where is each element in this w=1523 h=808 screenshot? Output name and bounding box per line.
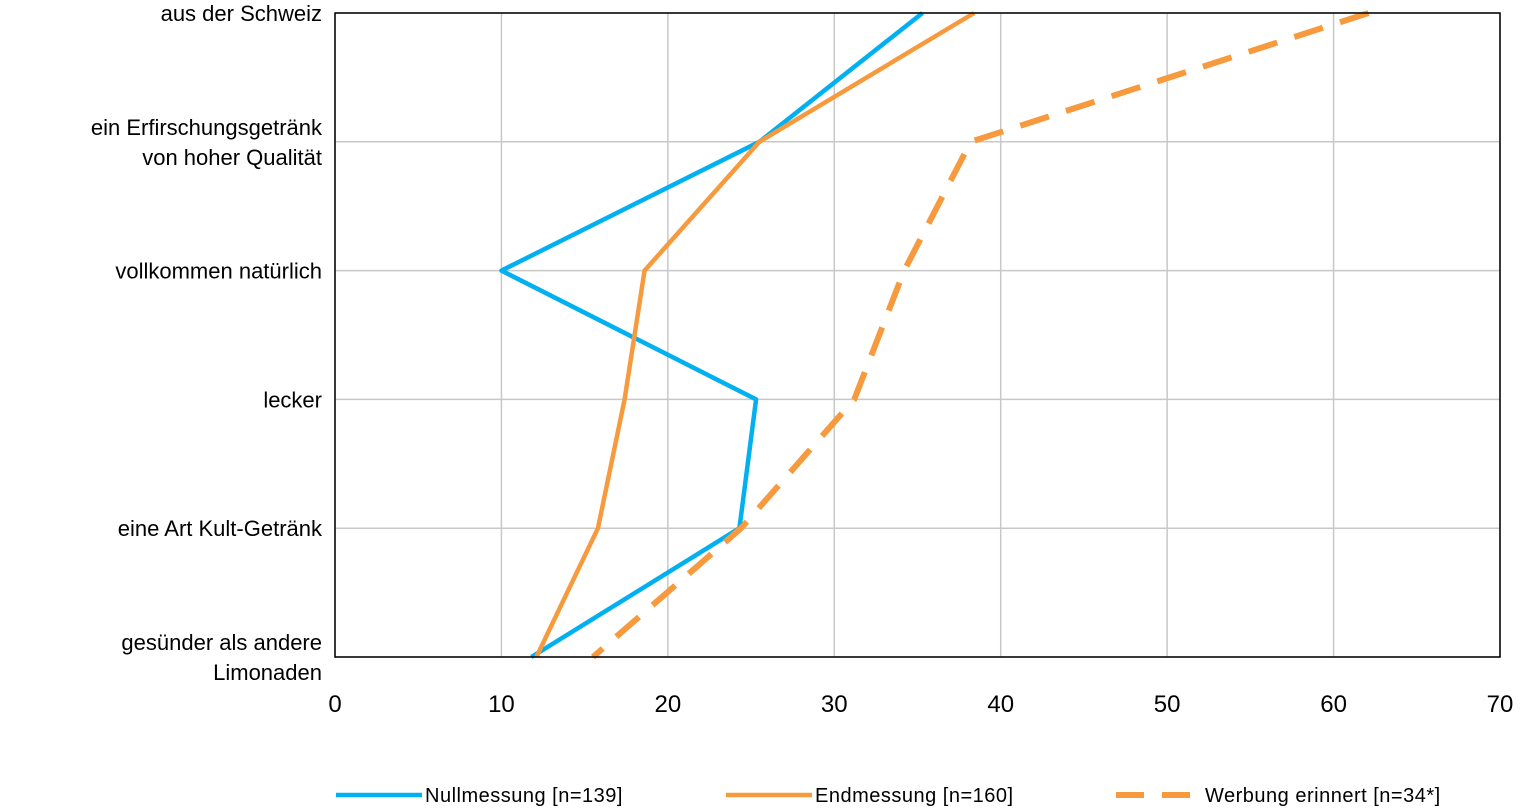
category-label: gesünder als andere [121,630,322,655]
x-tick-label: 50 [1154,691,1181,718]
category-label: aus der Schweiz [161,1,322,26]
category-label: lecker [263,387,322,412]
x-tick-label: 0 [328,691,341,718]
x-tick-label: 70 [1487,691,1514,718]
plot-frame [334,12,1501,658]
legend: Nullmessung [n=139] Endmessung [n=160] Wer… [336,785,1441,807]
x-tick-label: 40 [987,691,1014,718]
grid [334,12,1501,658]
legend-label-0: Nullmessung [n=139] [425,785,623,807]
legend-label-2: Werbung erinnert [n=34*] [1205,785,1441,807]
x-tick-label: 30 [821,691,848,718]
category-label: ein Erfirschungsgetränk [91,115,323,140]
series-line-2 [590,10,1370,660]
series-line-0 [499,11,924,659]
x-tick-label: 20 [655,691,682,718]
category-labels: aus der Schweiz ein Erfirschungsgetränk vo… [91,1,323,685]
series-line-1 [534,11,976,658]
x-tick-label: 60 [1320,691,1347,718]
x-tick-label: 10 [488,691,515,718]
category-label: vollkommen natürlich [115,259,322,284]
category-label: Limonaden [213,660,322,685]
series-layer [499,10,1370,660]
category-label: von hoher Qualität [142,145,322,170]
category-label: eine Art Kult-Getränk [118,516,323,541]
tick-labels: 0 10 20 30 40 50 60 70 [328,691,1513,718]
legend-label-1: Endmessung [n=160] [815,785,1014,807]
